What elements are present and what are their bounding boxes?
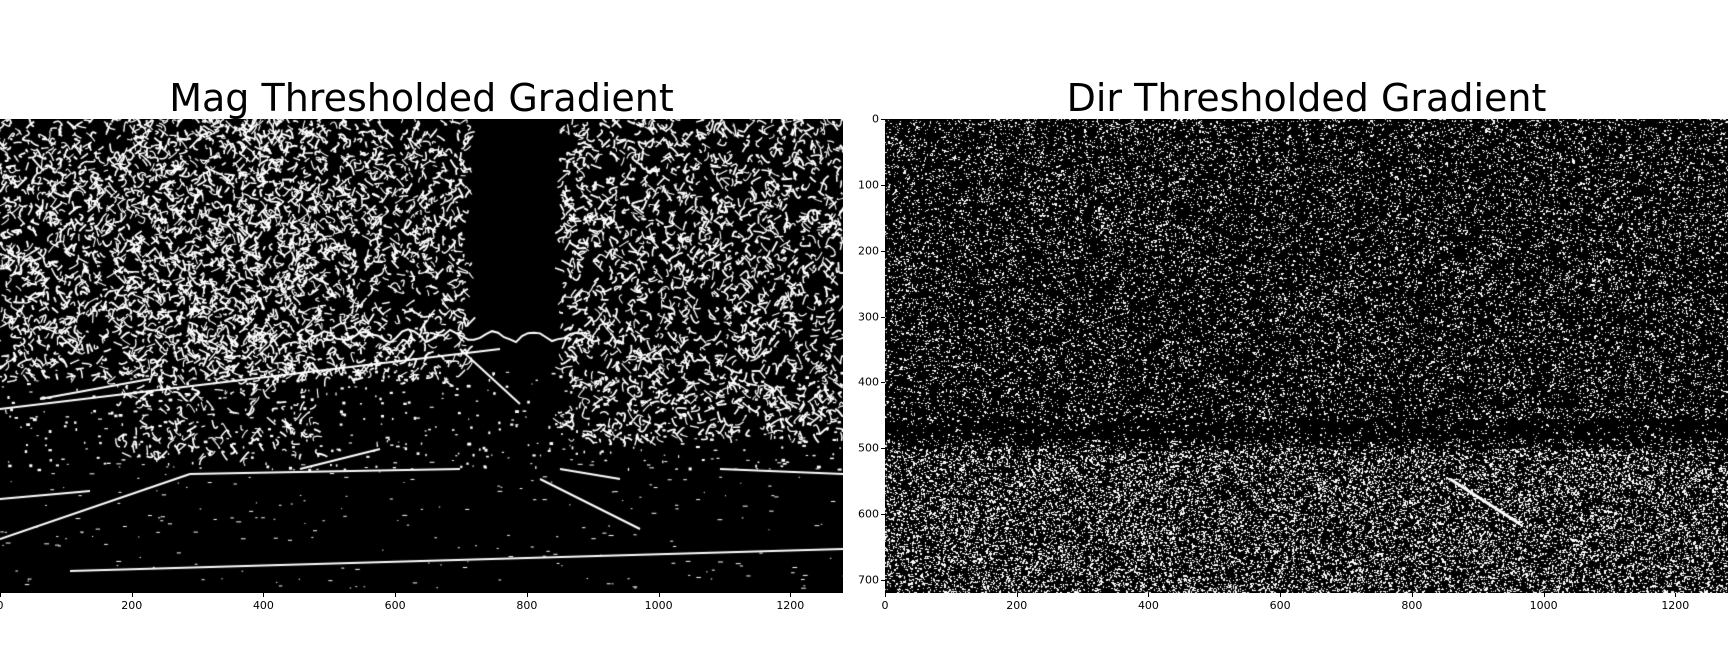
- y-tick-mark: [881, 448, 885, 450]
- x-tick-label: 1200: [776, 599, 805, 612]
- x-tick-label: 1000: [1529, 599, 1558, 612]
- x-tick-mark: [1148, 593, 1150, 597]
- y-tick-label: 700: [858, 573, 879, 587]
- x-tick-label: 200: [121, 599, 143, 612]
- x-tick-mark: [1016, 593, 1018, 597]
- x-tick-mark: [885, 593, 886, 597]
- x-tick-mark: [131, 593, 133, 597]
- y-tick-mark: [881, 382, 885, 384]
- y-tick-label: 100: [858, 178, 879, 192]
- x-tick-label: 400: [252, 599, 274, 612]
- mag-gradient-canvas: [0, 119, 843, 593]
- dir-gradient-panel: Dir Thresholded Gradient 0 200 400 600 800 10…: [850, 0, 1728, 648]
- dir-gradient-title: Dir Thresholded Gradient: [1066, 76, 1547, 120]
- x-tick-mark: [395, 593, 397, 597]
- y-tick-mark: [881, 316, 885, 318]
- x-tick-mark: [0, 593, 1, 597]
- y-tick-label: 400: [858, 375, 879, 389]
- x-tick-mark: [1675, 593, 1677, 597]
- x-tick-label: 600: [1269, 599, 1291, 612]
- x-tick-mark: [526, 593, 528, 597]
- x-tick-label: 400: [1137, 599, 1159, 612]
- x-tick-label: 600: [384, 599, 406, 612]
- y-tick-label: 600: [858, 507, 879, 521]
- y-tick-label: 0: [872, 112, 879, 126]
- y-tick-label: 300: [858, 310, 879, 323]
- mag-gradient-panel: Mag Thresholded Gradient 0 200 400 600 800 10…: [0, 0, 850, 648]
- x-tick-mark: [658, 593, 660, 597]
- x-tick-label: 800: [516, 599, 538, 612]
- x-tick-mark: [1411, 593, 1413, 597]
- x-tick-mark: [263, 593, 265, 597]
- x-tick-mark: [1543, 593, 1545, 597]
- dir-gradient-canvas: [885, 119, 1728, 593]
- y-tick-label: 200: [858, 244, 879, 258]
- dir-gradient-image: [885, 119, 1728, 593]
- x-tick-label: 800: [1401, 599, 1423, 612]
- x-tick-label: 200: [1006, 599, 1028, 612]
- y-tick-mark: [881, 119, 885, 120]
- y-tick-mark: [881, 579, 885, 581]
- mag-gradient-title: Mag Thresholded Gradient: [169, 76, 674, 120]
- x-tick-mark: [790, 593, 792, 597]
- y-tick-mark: [881, 514, 885, 515]
- x-tick-label: 1200: [1661, 599, 1690, 612]
- x-tick-label: 0: [881, 599, 889, 612]
- y-tick-label: 500: [858, 441, 879, 455]
- x-tick-mark: [1280, 593, 1282, 597]
- y-tick-mark: [881, 250, 885, 252]
- mag-gradient-image: [0, 119, 843, 593]
- x-tick-label: 0: [0, 599, 4, 612]
- x-tick-label: 1000: [644, 599, 673, 612]
- y-tick-mark: [881, 184, 885, 186]
